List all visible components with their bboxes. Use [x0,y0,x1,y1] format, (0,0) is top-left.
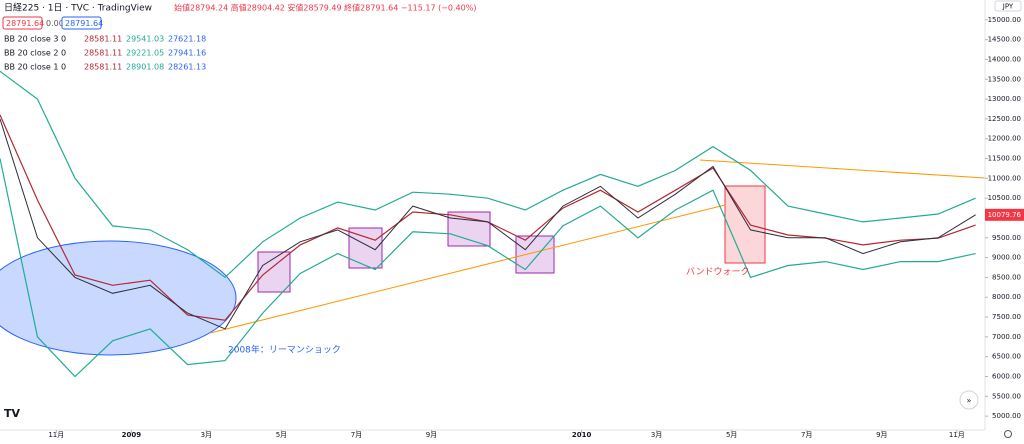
y-tick-label: 5000.00 [992,412,1021,420]
logo: TV [4,407,21,420]
y-tick-label: 6000.00 [992,372,1021,380]
legend-value: 29541.03 [126,35,164,44]
y-tick-label: 7000.00 [992,333,1021,341]
bid-price: 28791.64 [6,19,44,28]
ellipse-drawing [0,240,237,356]
legend: BB 20 close 3 0 28581.11 29541.03 27621.18 B… [4,35,206,72]
y-tick-label: 9500.00 [992,234,1021,242]
legend-name: BB 20 close 3 0 [4,35,66,44]
legend-value: 28581.11 [84,35,122,44]
scroll-icon: » [967,396,972,405]
currency-button[interactable] [994,0,1022,12]
symbol-title: 日経225 · 1日 · TVC · TradingView [4,2,152,14]
legend-name: BB 20 close 2 0 [4,49,66,58]
series-line [0,118,976,330]
x-tick-label: 3月 [201,431,212,439]
last-price: 10079.76 [988,211,1022,219]
legend-value: 27621.18 [168,35,206,44]
y-tick-label: 11500.00 [988,155,1021,163]
ohlc-values: 始値28794.24 高値28904.42 安値28579.49 終値28791… [174,3,476,13]
rect-drawing [515,235,555,274]
x-tick-label: 7月 [351,431,362,439]
sell-button[interactable] [2,16,43,30]
legend-value: 28581.11 [84,49,122,58]
x-tick-label: 11月 [949,431,965,439]
series-line [0,158,976,378]
ask-price: 28791.64 [65,19,103,28]
last-price-box [985,208,1024,221]
legend-value: 27941.16 [168,49,206,58]
y-tick-label: 12500.00 [988,115,1021,123]
x-tick-label: 5月 [726,431,737,439]
y-tick-label: 14500.00 [988,36,1021,44]
y-tick-label: 10500.00 [988,194,1021,202]
x-tick-label: 9月 [876,431,887,439]
series-line [0,70,976,279]
y-tick-label: 8500.00 [992,273,1021,281]
annotation-text: バンドウォーク [686,267,749,278]
y-tick-label: 9000.00 [992,254,1021,262]
y-tick-label: 13000.00 [988,95,1021,103]
legend-value: 28581.11 [84,63,122,72]
x-tick-label: 2009 [122,431,142,439]
spread: 0.00 [46,19,64,28]
x-tick-label: 3月 [651,431,662,439]
x-tick-label: 7月 [801,431,812,439]
x-tick-label: 9月 [426,431,437,439]
scroll-button[interactable] [959,390,979,410]
plot-area [0,70,976,378]
y-tick-label: 15000.00 [988,16,1021,24]
y-tick-label: 6500.00 [992,353,1021,361]
y-tick-label: 12000.00 [988,135,1021,143]
trend-line [209,204,726,334]
y-tick-label: 13500.00 [988,75,1021,83]
legend-name: BB 20 close 1 0 [4,63,66,72]
legend-value: 29221.05 [126,49,164,58]
settings-button[interactable] [1004,430,1012,438]
currency: JPY [1002,3,1014,11]
legend-value: 28901.08 [126,63,164,72]
x-tick-label: 2010 [572,431,592,439]
annotation-text: 2008年：リーマンショック [228,344,341,356]
trend-line [699,159,986,179]
y-tick-label: 8000.00 [992,293,1021,301]
x-tick-label: 11月 [48,431,64,439]
y-tick-label: 7500.00 [992,313,1021,321]
buy-button[interactable] [61,16,102,30]
rect-drawing [447,211,491,247]
y-tick-label: 5500.00 [992,392,1021,400]
y-tick-label: 11000.00 [988,174,1021,182]
x-tick-label: 5月 [276,431,287,439]
y-tick-label: 14000.00 [988,55,1021,63]
legend-value: 28261.13 [168,63,206,72]
